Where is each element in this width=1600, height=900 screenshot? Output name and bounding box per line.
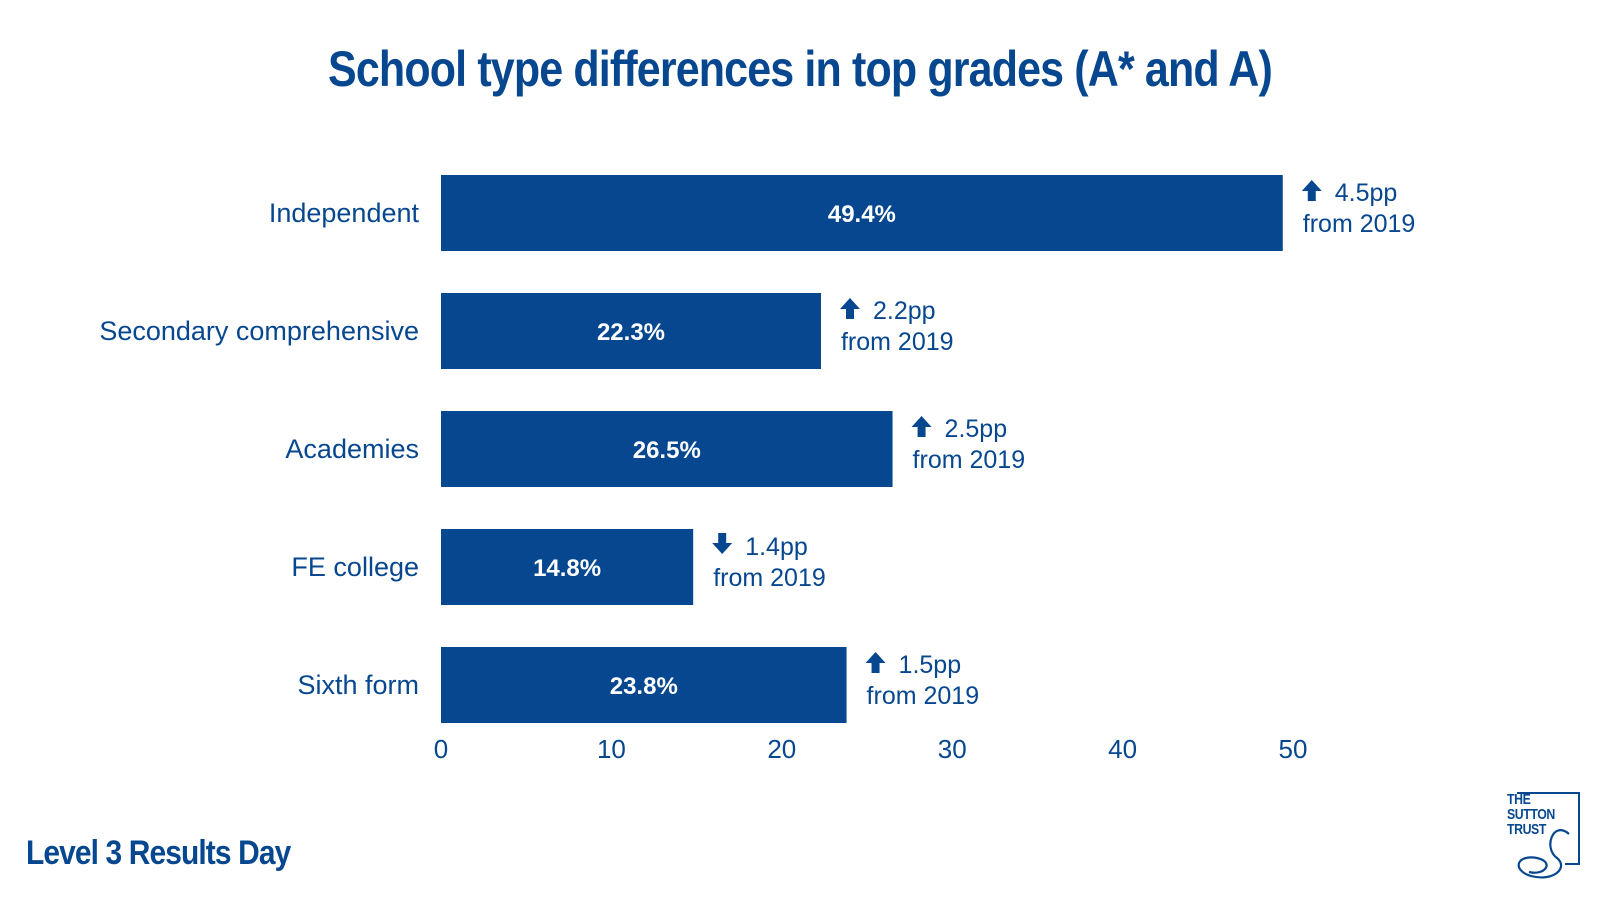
value-label-sixth-form: 23.8%	[610, 673, 678, 700]
category-label-independent: Independent	[269, 198, 420, 228]
change-note-academies: from 2019	[913, 446, 1026, 474]
footer-label: Level 3 Results Day	[26, 834, 291, 872]
change-note-secondary-comprehensive: from 2019	[841, 328, 954, 356]
arrow-up-icon	[911, 416, 932, 437]
value-label-academies: 26.5%	[633, 437, 701, 464]
change-label-fe-college: 1.4pp	[745, 533, 808, 561]
bar-secondary-comprehensive	[441, 293, 821, 369]
category-label-secondary-comprehensive: Secondary comprehensive	[99, 316, 419, 346]
x-tick-label-30: 30	[938, 734, 967, 764]
value-label-independent: 49.4%	[828, 201, 896, 228]
category-label-fe-college: FE college	[291, 552, 419, 582]
x-tick-label-50: 50	[1279, 734, 1308, 764]
sutton-trust-logo: THE SUTTON TRUST	[1503, 792, 1583, 882]
arrow-down-icon	[712, 533, 733, 554]
category-label-sixth-form: Sixth form	[297, 670, 419, 700]
change-label-secondary-comprehensive: 2.2pp	[873, 297, 936, 325]
logo-line-3: TRUST	[1507, 821, 1546, 838]
value-label-secondary-comprehensive: 22.3%	[597, 319, 665, 346]
bar-independent	[441, 175, 1283, 251]
bar-sixth-form	[441, 647, 847, 723]
change-note-sixth-form: from 2019	[867, 682, 980, 710]
x-tick-label-0: 0	[434, 734, 448, 764]
bar-academies	[441, 411, 893, 487]
arrow-up-icon	[839, 298, 860, 319]
change-note-fe-college: from 2019	[713, 564, 826, 592]
change-label-independent: 4.5pp	[1335, 179, 1398, 207]
x-tick-label-20: 20	[767, 734, 796, 764]
bar-fe-college	[441, 529, 694, 605]
category-label-academies: Academies	[285, 434, 419, 464]
chart-title: School type differences in top grades (A…	[328, 41, 1273, 97]
bars-layer: Independent 49.4% 4.5pp from 2019 Secondary …	[99, 175, 1415, 723]
x-axis-ticks: 0 10 20 30 40 50	[434, 734, 1308, 764]
change-label-sixth-form: 1.5pp	[899, 651, 962, 679]
logo-mark-icon	[1517, 792, 1580, 879]
arrow-up-icon	[865, 652, 886, 673]
change-label-academies: 2.5pp	[945, 415, 1008, 443]
value-label-fe-college: 14.8%	[533, 555, 601, 582]
logo-line-1: THE	[1507, 791, 1531, 808]
change-note-independent: from 2019	[1303, 210, 1416, 238]
x-tick-label-40: 40	[1108, 734, 1137, 764]
x-tick-label-10: 10	[597, 734, 626, 764]
logo-line-2: SUTTON	[1507, 806, 1555, 823]
arrow-up-icon	[1301, 180, 1322, 201]
